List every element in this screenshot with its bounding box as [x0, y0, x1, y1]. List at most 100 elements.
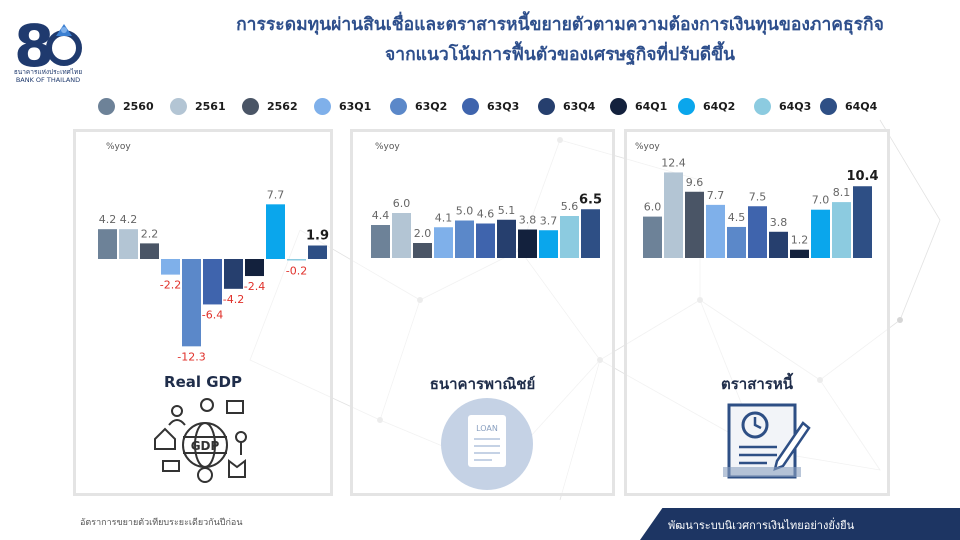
- data-label-64q4: 10.4: [846, 169, 878, 184]
- data-label-2562: 9.6: [686, 176, 704, 189]
- data-label-64q2: 7.0: [812, 194, 830, 207]
- footer-slogan: พัฒนาระบบนิเวศการเงินไทยอย่างยั่งยืน: [668, 519, 855, 532]
- data-label-2562: 2.0: [414, 227, 432, 240]
- bond-panel-title: ตราสารหนี้: [721, 375, 793, 393]
- bar-63q3: [476, 223, 495, 258]
- bar-2561: [664, 172, 683, 258]
- legend-swatch: [678, 97, 695, 115]
- data-label-64q3: 8.1: [833, 186, 851, 199]
- legend-swatch: [820, 97, 837, 115]
- bar-63q2: [727, 226, 746, 258]
- data-label-64q1: 1.2: [791, 234, 809, 247]
- legend-label: 2561: [195, 99, 226, 113]
- data-label-63q2: 4.5: [728, 211, 746, 224]
- bar-63q4: [224, 259, 243, 289]
- legend-label: 64Q1: [635, 99, 668, 113]
- data-label-2562: 2.2: [141, 227, 159, 240]
- bar-63q1: [706, 204, 725, 258]
- bar-64q1: [245, 259, 264, 277]
- bar-2562: [140, 243, 159, 259]
- data-label-63q3: 4.6: [477, 208, 495, 221]
- data-label-2561: 6.0: [393, 197, 411, 210]
- legend-item-2561: 2561: [170, 95, 226, 117]
- footer-bar: [640, 508, 960, 540]
- title-line-2: จากแนวโน้มการฟื้นตัวของเศรษฐกิจที่ปรับดี…: [385, 45, 735, 65]
- bar-2562: [685, 191, 704, 258]
- legend-label: 63Q1: [339, 99, 372, 113]
- bar-2561: [392, 213, 411, 258]
- bank-panel-title: ธนาคารพาณิชย์: [429, 375, 536, 393]
- legend-swatch: [462, 97, 479, 115]
- data-label-64q1: -2.4: [244, 280, 265, 293]
- data-label-2560: 6.0: [644, 201, 662, 214]
- data-label-64q4: 1.9: [306, 229, 329, 244]
- data-label-63q2: -12.3: [177, 350, 205, 363]
- bond-chart: 6.0 12.49.67.74.57.53.81.2 7.08.1 10.4: [643, 156, 879, 258]
- legend-item-63q3: 63Q3: [462, 95, 519, 117]
- bar-2560: [643, 216, 662, 258]
- legend-item-63q1: 63Q1: [314, 95, 371, 117]
- gdp-chart: 4.2 4.22.2-2.2-12.3-6.4-4.2-2.47.7-0.21.9: [98, 188, 329, 363]
- bar-64q3: [560, 216, 579, 258]
- data-label-2560: 4.2: [99, 213, 117, 226]
- bond-ylabel: %yoy: [635, 142, 660, 152]
- legend-item-64q2: 64Q2: [678, 95, 735, 117]
- bar-64q2: [811, 209, 830, 258]
- bar-63q4: [497, 219, 516, 258]
- legend-swatch: [610, 97, 627, 115]
- data-label-63q3: 7.5: [749, 190, 767, 203]
- data-label-63q2: 5.0: [456, 205, 474, 218]
- bar-64q1: [518, 229, 537, 258]
- legend-item-64q4: 64Q4: [820, 95, 877, 117]
- legend-label: 64Q4: [845, 99, 878, 113]
- title-line-1: การระดมทุนผ่านสินเชื่อและตราสารหนี้ขยายต…: [236, 15, 884, 35]
- bar-2560: [371, 225, 390, 258]
- legend-swatch: [98, 97, 115, 115]
- data-label-64q4: 6.5: [579, 192, 602, 207]
- data-label-63q4: 5.1: [498, 204, 516, 217]
- data-label-64q2: 3.7: [540, 214, 558, 227]
- bar-64q4: [308, 245, 327, 259]
- page-title: การระดมทุนผ่านสินเชื่อและตราสารหนี้ขยายต…: [200, 10, 920, 70]
- bank-ylabel: %yoy: [375, 142, 400, 152]
- data-label-64q1: 3.8: [519, 214, 537, 227]
- data-label-63q4: -4.2: [223, 293, 244, 306]
- legend-swatch: [242, 97, 259, 115]
- legend-label: 63Q4: [563, 99, 596, 113]
- svg-text:GDP: GDP: [191, 439, 220, 453]
- legend-label: 2560: [123, 99, 154, 113]
- bar-64q1: [790, 249, 809, 258]
- legend-swatch: [538, 97, 555, 115]
- bond-panel: %yoy 6.0 12.4 9.6 7.7 4.5 7.5 3.8 1.2 7.0 8.1 10.4…: [624, 129, 890, 496]
- gdp-panel: %yoy 4.2 4.2 2.2 -2.2 -12.3 -6.4 -4.2 -2.4 7.7 -0…: [73, 129, 333, 496]
- bond-certificate-icon: [723, 403, 811, 479]
- bar-64q4: [853, 186, 872, 258]
- bar-2561: [119, 229, 138, 259]
- legend-swatch: [314, 97, 331, 115]
- legend-label: 63Q3: [487, 99, 520, 113]
- bar-64q2: [539, 230, 558, 258]
- bar-64q4: [581, 209, 600, 258]
- bank-chart: 4.46.0 2.04.15.0 4.6 5.13.8 3.75.6 6.5: [371, 192, 602, 258]
- bar-63q1: [434, 227, 453, 258]
- bar-63q3: [748, 206, 767, 258]
- legend-label: 63Q2: [415, 99, 448, 113]
- legend-label: 64Q2: [703, 99, 736, 113]
- bar-63q2: [182, 259, 201, 347]
- bot-80-years-logo: 8: [14, 12, 82, 80]
- bar-64q2: [266, 204, 285, 259]
- bar-2562: [413, 243, 432, 258]
- gdp-panel-title: Real GDP: [164, 373, 242, 391]
- data-label-63q1: 4.1: [435, 211, 453, 224]
- legend-swatch: [754, 97, 771, 115]
- bar-63q3: [203, 259, 222, 305]
- legend-item-2560: 2560: [98, 95, 154, 117]
- legend-item-63q4: 63Q4: [538, 95, 595, 117]
- data-label-63q3: -6.4: [202, 308, 223, 321]
- data-label-63q1: -2.2: [160, 279, 181, 292]
- data-label-64q3: -0.2: [286, 265, 307, 278]
- bar-64q3: [832, 202, 851, 258]
- legend-item-2562: 2562: [242, 95, 298, 117]
- data-label-2561: 4.2: [120, 213, 138, 226]
- legend-item-64q1: 64Q1: [610, 95, 667, 117]
